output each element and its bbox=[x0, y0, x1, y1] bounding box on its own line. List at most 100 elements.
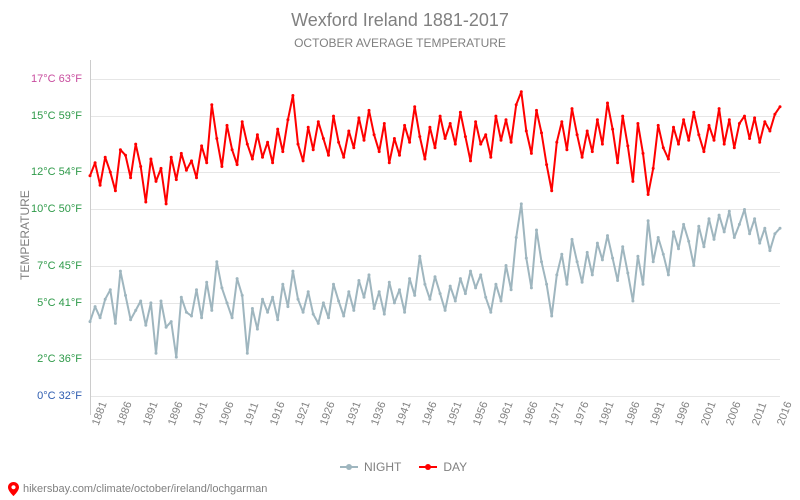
series-marker bbox=[550, 189, 553, 192]
series-marker bbox=[322, 137, 325, 140]
series-marker bbox=[256, 133, 259, 136]
series-marker bbox=[337, 141, 340, 144]
series-marker bbox=[352, 309, 355, 312]
series-marker bbox=[667, 273, 670, 276]
series-marker bbox=[175, 178, 178, 181]
series-marker bbox=[286, 118, 289, 121]
series-marker bbox=[662, 253, 665, 256]
series-marker bbox=[515, 236, 518, 239]
series-marker bbox=[500, 139, 503, 142]
attribution-url: hikersbay.com/climate/october/ireland/lo… bbox=[23, 483, 267, 495]
series-marker bbox=[205, 281, 208, 284]
series-marker bbox=[631, 180, 634, 183]
series-marker bbox=[459, 277, 462, 280]
series-marker bbox=[626, 144, 629, 147]
series-marker bbox=[484, 296, 487, 299]
series-marker bbox=[571, 238, 574, 241]
legend-item: NIGHT bbox=[340, 460, 401, 474]
series-marker bbox=[773, 113, 776, 116]
series-marker bbox=[195, 288, 198, 291]
series-marker bbox=[124, 294, 127, 297]
series-marker bbox=[449, 122, 452, 125]
series-marker bbox=[170, 156, 173, 159]
series-marker bbox=[226, 301, 229, 304]
series-marker bbox=[281, 283, 284, 286]
series-marker bbox=[459, 111, 462, 114]
series-marker bbox=[200, 316, 203, 319]
plot-area bbox=[0, 0, 800, 500]
series-marker bbox=[418, 255, 421, 258]
series-marker bbox=[682, 223, 685, 226]
series-marker bbox=[647, 193, 650, 196]
series-marker bbox=[586, 251, 589, 254]
series-marker bbox=[155, 352, 158, 355]
legend-swatch bbox=[419, 466, 437, 468]
series-marker bbox=[428, 298, 431, 301]
series-marker bbox=[621, 245, 624, 248]
series-marker bbox=[342, 315, 345, 318]
series-marker bbox=[408, 277, 411, 280]
series-marker bbox=[347, 290, 350, 293]
series-marker bbox=[738, 122, 741, 125]
series-marker bbox=[175, 356, 178, 359]
series-marker bbox=[302, 311, 305, 314]
series-marker bbox=[378, 150, 381, 153]
series-marker bbox=[403, 311, 406, 314]
series-marker bbox=[723, 143, 726, 146]
series-marker bbox=[469, 159, 472, 162]
series-marker bbox=[606, 102, 609, 105]
series-marker bbox=[611, 128, 614, 131]
series-marker bbox=[373, 307, 376, 310]
series-marker bbox=[530, 286, 533, 289]
legend: NIGHTDAY bbox=[340, 460, 467, 474]
series-marker bbox=[454, 300, 457, 303]
series-marker bbox=[403, 124, 406, 127]
series-marker bbox=[586, 130, 589, 133]
series-marker bbox=[439, 292, 442, 295]
series-marker bbox=[129, 318, 132, 321]
series-marker bbox=[758, 141, 761, 144]
series-marker bbox=[555, 141, 558, 144]
series-marker bbox=[378, 290, 381, 293]
series-marker bbox=[129, 176, 132, 179]
series-marker bbox=[251, 307, 254, 310]
series-marker bbox=[119, 148, 122, 151]
series-marker bbox=[220, 165, 223, 168]
series-marker bbox=[464, 135, 467, 138]
legend-swatch bbox=[340, 466, 358, 468]
series-marker bbox=[408, 141, 411, 144]
series-marker bbox=[180, 296, 183, 299]
series-marker bbox=[418, 135, 421, 138]
series-marker bbox=[631, 300, 634, 303]
series-marker bbox=[702, 150, 705, 153]
series-marker bbox=[297, 143, 300, 146]
series-marker bbox=[520, 90, 523, 93]
series-marker bbox=[768, 249, 771, 252]
series-marker bbox=[114, 189, 117, 192]
series-marker bbox=[139, 300, 142, 303]
series-marker bbox=[276, 128, 279, 131]
series-marker bbox=[185, 169, 188, 172]
series-marker bbox=[728, 210, 731, 213]
series-marker bbox=[307, 126, 310, 129]
series-marker bbox=[261, 298, 264, 301]
series-marker bbox=[444, 137, 447, 140]
series-marker bbox=[317, 120, 320, 123]
series-marker bbox=[672, 230, 675, 233]
series-marker bbox=[642, 152, 645, 155]
series-marker bbox=[261, 156, 264, 159]
series-marker bbox=[342, 156, 345, 159]
series-marker bbox=[565, 148, 568, 151]
series-marker bbox=[672, 126, 675, 129]
series-marker bbox=[642, 283, 645, 286]
series-marker bbox=[454, 143, 457, 146]
series-marker bbox=[545, 283, 548, 286]
series-marker bbox=[231, 316, 234, 319]
series-marker bbox=[763, 227, 766, 230]
series-marker bbox=[616, 161, 619, 164]
series-marker bbox=[210, 309, 213, 312]
series-marker bbox=[697, 133, 700, 136]
series-marker bbox=[434, 146, 437, 149]
series-marker bbox=[565, 283, 568, 286]
series-marker bbox=[368, 109, 371, 112]
